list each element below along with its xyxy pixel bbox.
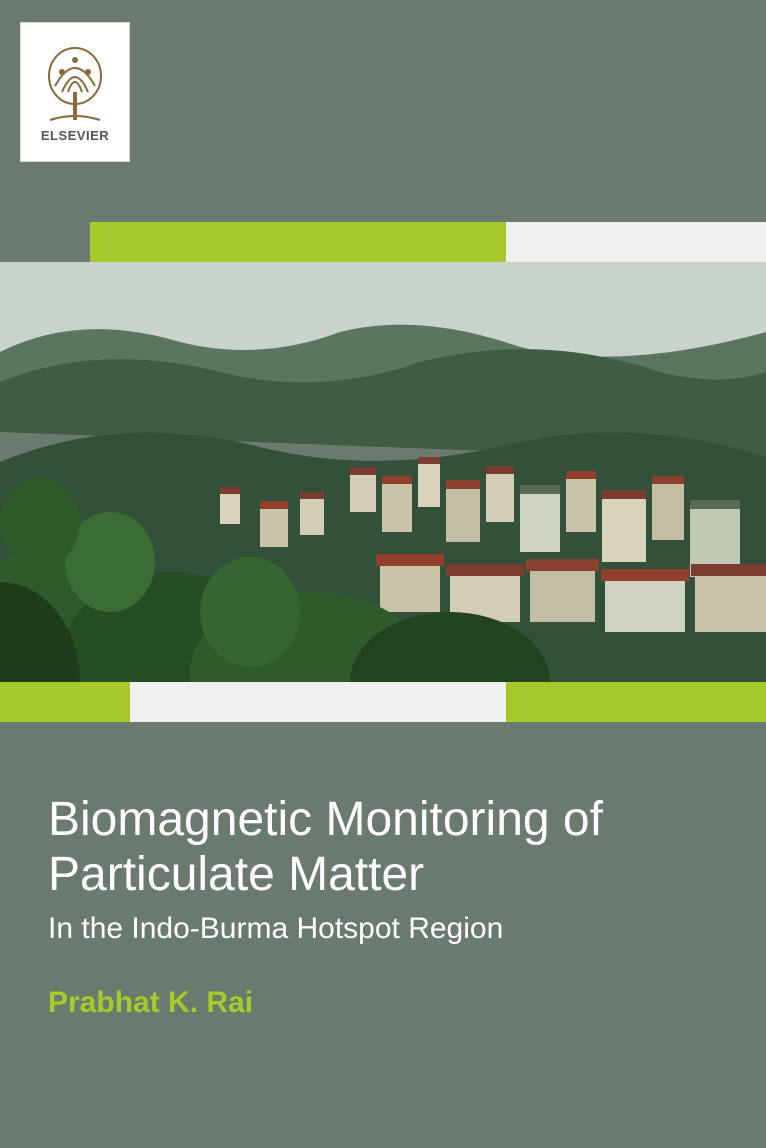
book-subtitle: In the Indo-Burma Hotspot Region [48, 912, 718, 946]
book-title: Biomagnetic Monitoring of Particulate Ma… [48, 792, 718, 902]
top-block: ELSEVIER [0, 0, 766, 236]
book-author: Prabhat K. Rai [48, 986, 718, 1020]
book-cover: ELSEVIER [0, 0, 766, 1148]
publisher-name: ELSEVIER [41, 128, 109, 143]
publisher-logo: ELSEVIER [20, 22, 130, 162]
tree-icon [40, 42, 110, 122]
cover-photo [0, 262, 766, 682]
accent-stripe-top [0, 222, 766, 262]
title-block: Biomagnetic Monitoring of Particulate Ma… [0, 722, 766, 1148]
accent-stripe-bottom [0, 682, 766, 722]
